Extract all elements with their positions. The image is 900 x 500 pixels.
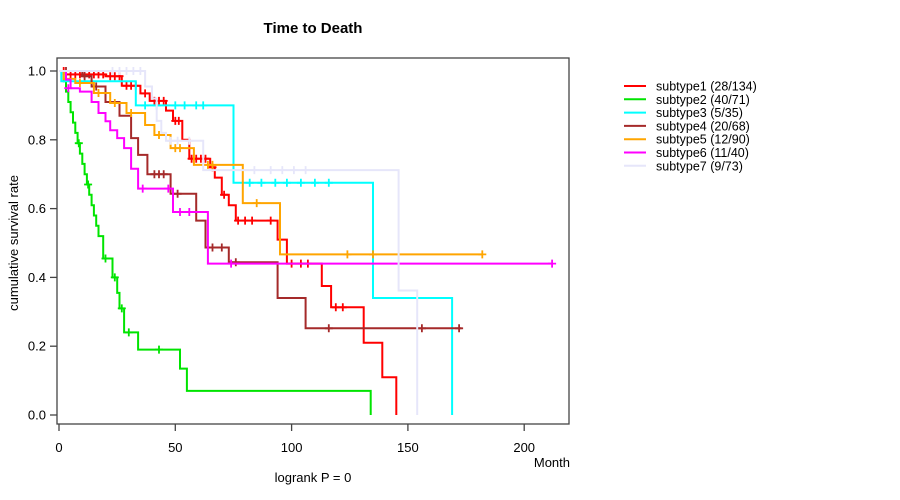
censor-marks-subtype6 [64,84,557,268]
censor-marks-subtype5 [75,79,487,259]
legend-item-subtype1: subtype1 (28/134) [624,80,757,94]
y-tick-label: 0.6 [28,201,46,216]
legend-item-subtype2: subtype2 (40/71) [624,93,750,107]
censor-marks-subtype2 [74,139,163,354]
legend-label-subtype2: subtype2 (40/71) [656,93,750,107]
curve-subtype5 [59,70,483,256]
curve-subtype2 [59,70,372,415]
curve-subtype7 [59,70,419,415]
legend-label-subtype6: subtype6 (11/40) [656,146,749,160]
legend-item-subtype3: subtype3 (5/35) [624,106,743,120]
x-tick-label: 50 [168,440,182,455]
legend-label-subtype5: subtype5 (12/90) [656,133,750,147]
logrank-annotation: logrank P = 0 [275,470,352,485]
censor-marks-subtype4 [62,67,464,333]
legend-label-subtype3: subtype3 (5/35) [656,106,743,120]
curve-subtype3 [59,70,454,415]
plot-layer: 0 50 100 150 200 0.0 0.2 0.4 0.6 0.8 1.0 [28,57,570,455]
plot-frame [56,57,570,425]
chart-title: Time to Death [264,20,363,37]
y-tick-label: 0.2 [28,339,46,354]
legend-label-subtype7: subtype7 (9/73) [656,159,743,173]
x-tick-label: 150 [397,440,419,455]
x-tick-label: 100 [281,440,303,455]
y-tick-label: 0.4 [28,270,46,285]
legend-item-subtype5: subtype5 (12/90) [624,133,750,147]
x-tick-label: 0 [55,440,62,455]
legend-item-subtype6: subtype6 (11/40) [624,146,749,160]
legend-label-subtype4: subtype4 (20/68) [656,119,750,133]
y-tick-label: 0.0 [28,408,46,423]
x-tick-label: 200 [513,440,535,455]
y-axis-label: cumulative survival rate [6,175,21,311]
y-tick-label: 1.0 [28,64,46,79]
censor-marks-subtype7 [108,67,310,175]
legend: subtype1 (28/134)subtype2 (40/71)subtype… [624,80,757,173]
legend-item-subtype7: subtype7 (9/73) [624,159,743,173]
curve-subtype6 [59,70,553,265]
legend-item-subtype4: subtype4 (20/68) [624,119,750,133]
y-tick-label: 0.8 [28,132,46,147]
legend-label-subtype1: subtype1 (28/134) [656,80,757,94]
x-axis-label: Month [534,455,570,470]
